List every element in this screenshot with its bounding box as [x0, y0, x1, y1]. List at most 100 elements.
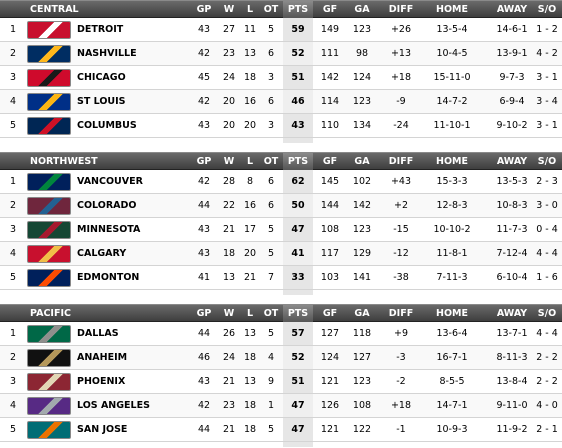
team-row[interactable]: 4 LOS ANGELES 42 23 18 1 47 126 108 +18 14-7-1 9-11…	[0, 394, 562, 418]
column-header-l[interactable]: L	[246, 156, 254, 167]
team-row[interactable]: 2 NASHVILLE 42 23 13 6 52 111 98 +13 10-4-5 13-9-1 4…	[0, 42, 562, 66]
team-logo-icon	[27, 373, 71, 391]
team-row[interactable]: 4 ST LOUIS 42 20 16 6 46 114 123 -9 14-7-2 6-9-4 3 -…	[0, 90, 562, 114]
column-header-so[interactable]: S/O	[537, 308, 557, 319]
stat-home: 11-10-1	[433, 120, 471, 131]
stat-gp: 43	[197, 224, 211, 235]
column-header-ot[interactable]: OT	[263, 308, 279, 319]
team-row[interactable]: 5 COLUMBUS 43 20 20 3 43 110 134 -24 11-10-1 9-10-2…	[0, 114, 562, 138]
column-header-gp[interactable]: GP	[196, 4, 212, 15]
team-name-link[interactable]: MINNESOTA	[77, 224, 141, 235]
team-row[interactable]: 1 DALLAS 44 26 13 5 57 127 118 +9 13-6-4 13-7-1 4 - …	[0, 322, 562, 346]
stat-gf: 126	[320, 400, 340, 411]
column-header-w[interactable]: W	[223, 308, 235, 319]
team-row[interactable]: 1 DETROIT 43 27 11 5 59 149 123 +26 13-5-4 14-6-1 1 …	[0, 18, 562, 42]
team-row[interactable]: 4 CALGARY 43 18 20 5 41 117 129 -12 11-8-1 7-12-4 4 …	[0, 242, 562, 266]
team-row[interactable]: 1 VANCOUVER 42 28 8 6 62 145 102 +43 15-3-3 13-5-3 2…	[0, 170, 562, 194]
column-header-ga[interactable]: GA	[354, 4, 370, 15]
stat-so: 4 - 4	[536, 248, 558, 259]
stat-home: 8-5-5	[439, 376, 465, 387]
team-row[interactable]: 3 PHOENIX 43 21 13 9 51 121 123 -2 8-5-5 13-8-4 2 - …	[0, 370, 562, 394]
column-header-away[interactable]: AWAY	[496, 308, 528, 319]
column-header-pts[interactable]: PTS	[283, 1, 313, 18]
team-name-link[interactable]: VANCOUVER	[77, 176, 143, 187]
stat-ot: 6	[267, 176, 275, 187]
team-rank: 3	[9, 72, 17, 83]
column-header-w[interactable]: W	[223, 4, 235, 15]
column-header-home[interactable]: HOME	[436, 4, 468, 15]
stat-diff: +18	[390, 400, 412, 411]
stat-ga: 142	[352, 200, 372, 211]
team-logo-icon	[27, 397, 71, 415]
stat-so: 2 - 2	[536, 376, 558, 387]
team-rank: 4	[9, 248, 17, 259]
team-name-link[interactable]: DETROIT	[77, 24, 124, 35]
stat-w: 21	[222, 224, 236, 235]
column-header-gf[interactable]: GF	[322, 156, 338, 167]
stat-gp: 43	[197, 376, 211, 387]
column-header-gf[interactable]: GF	[322, 308, 338, 319]
column-header-ot[interactable]: OT	[263, 156, 279, 167]
stat-ga: 123	[352, 96, 372, 107]
stat-pts: 52	[291, 352, 305, 363]
team-name-link[interactable]: PHOENIX	[77, 376, 126, 387]
column-header-gp[interactable]: GP	[196, 156, 212, 167]
column-header-w[interactable]: W	[223, 156, 235, 167]
team-row[interactable]: 5 SAN JOSE 44 21 18 5 47 121 122 -1 10-9-3 11-9-2 2 …	[0, 418, 562, 442]
team-name-link[interactable]: SAN JOSE	[77, 424, 128, 435]
division-header: NORTHWEST GP W L OT PTS GF GA DIFF HOME AWAY S/O	[0, 152, 562, 170]
team-row[interactable]: 5 EDMONTON 41 13 21 7 33 103 141 -38 7-11-3 6-10-4 1…	[0, 266, 562, 290]
team-rank: 2	[9, 352, 17, 363]
stat-so: 3 - 1	[536, 72, 558, 83]
team-rank: 1	[9, 24, 17, 35]
team-name-link[interactable]: DALLAS	[77, 328, 119, 339]
column-header-so[interactable]: S/O	[537, 4, 557, 15]
stat-gf: 111	[320, 48, 340, 59]
stat-pts: 57	[291, 328, 305, 339]
column-header-diff[interactable]: DIFF	[388, 4, 414, 15]
stat-gp: 42	[197, 48, 211, 59]
team-logo-icon	[27, 117, 71, 135]
team-name-link[interactable]: NASHVILLE	[77, 48, 137, 59]
stat-pts: 52	[291, 48, 305, 59]
stat-pts: 47	[291, 400, 305, 411]
team-name-link[interactable]: COLUMBUS	[77, 120, 137, 131]
column-header-l[interactable]: L	[246, 4, 254, 15]
column-header-diff[interactable]: DIFF	[388, 156, 414, 167]
column-header-home[interactable]: HOME	[436, 308, 468, 319]
stat-away: 11-9-2	[496, 424, 528, 435]
stat-away: 10-8-3	[496, 200, 528, 211]
team-name-link[interactable]: EDMONTON	[77, 272, 140, 283]
stat-diff: +9	[393, 328, 408, 339]
team-name-link[interactable]: CHICAGO	[77, 72, 126, 83]
team-name-link[interactable]: LOS ANGELES	[77, 400, 150, 411]
column-header-ot[interactable]: OT	[263, 4, 279, 15]
column-header-away[interactable]: AWAY	[496, 156, 528, 167]
stat-l: 17	[243, 224, 257, 235]
column-header-diff[interactable]: DIFF	[388, 308, 414, 319]
team-row[interactable]: 2 ANAHEIM 46 24 18 4 52 124 127 -3 16-7-1 8-11-3 2 -…	[0, 346, 562, 370]
column-header-so[interactable]: S/O	[537, 156, 557, 167]
column-header-gf[interactable]: GF	[322, 4, 338, 15]
stat-so: 2 - 3	[536, 176, 558, 187]
stat-w: 20	[222, 96, 236, 107]
column-header-ga[interactable]: GA	[354, 308, 370, 319]
column-header-away[interactable]: AWAY	[496, 4, 528, 15]
team-row[interactable]: 2 COLORADO 44 22 16 6 50 144 142 +2 12-8-3 10-8-3 3 …	[0, 194, 562, 218]
team-name-link[interactable]: CALGARY	[77, 248, 127, 259]
stat-pts: 51	[291, 72, 305, 83]
team-row[interactable]: 3 CHICAGO 45 24 18 3 51 142 124 +18 15-11-0 9-7-3 3 …	[0, 66, 562, 90]
team-name-link[interactable]: ST LOUIS	[77, 96, 126, 107]
column-header-home[interactable]: HOME	[436, 156, 468, 167]
stat-ot: 3	[267, 120, 275, 131]
team-rank: 1	[9, 328, 17, 339]
stat-l: 21	[243, 272, 257, 283]
column-header-pts[interactable]: PTS	[283, 305, 313, 322]
team-row[interactable]: 3 MINNESOTA 43 21 17 5 47 108 123 -15 10-10-2 11-7-…	[0, 218, 562, 242]
team-name-link[interactable]: COLORADO	[77, 200, 137, 211]
column-header-l[interactable]: L	[246, 308, 254, 319]
column-header-gp[interactable]: GP	[196, 308, 212, 319]
team-name-link[interactable]: ANAHEIM	[77, 352, 128, 363]
column-header-pts[interactable]: PTS	[283, 153, 313, 170]
column-header-ga[interactable]: GA	[354, 156, 370, 167]
